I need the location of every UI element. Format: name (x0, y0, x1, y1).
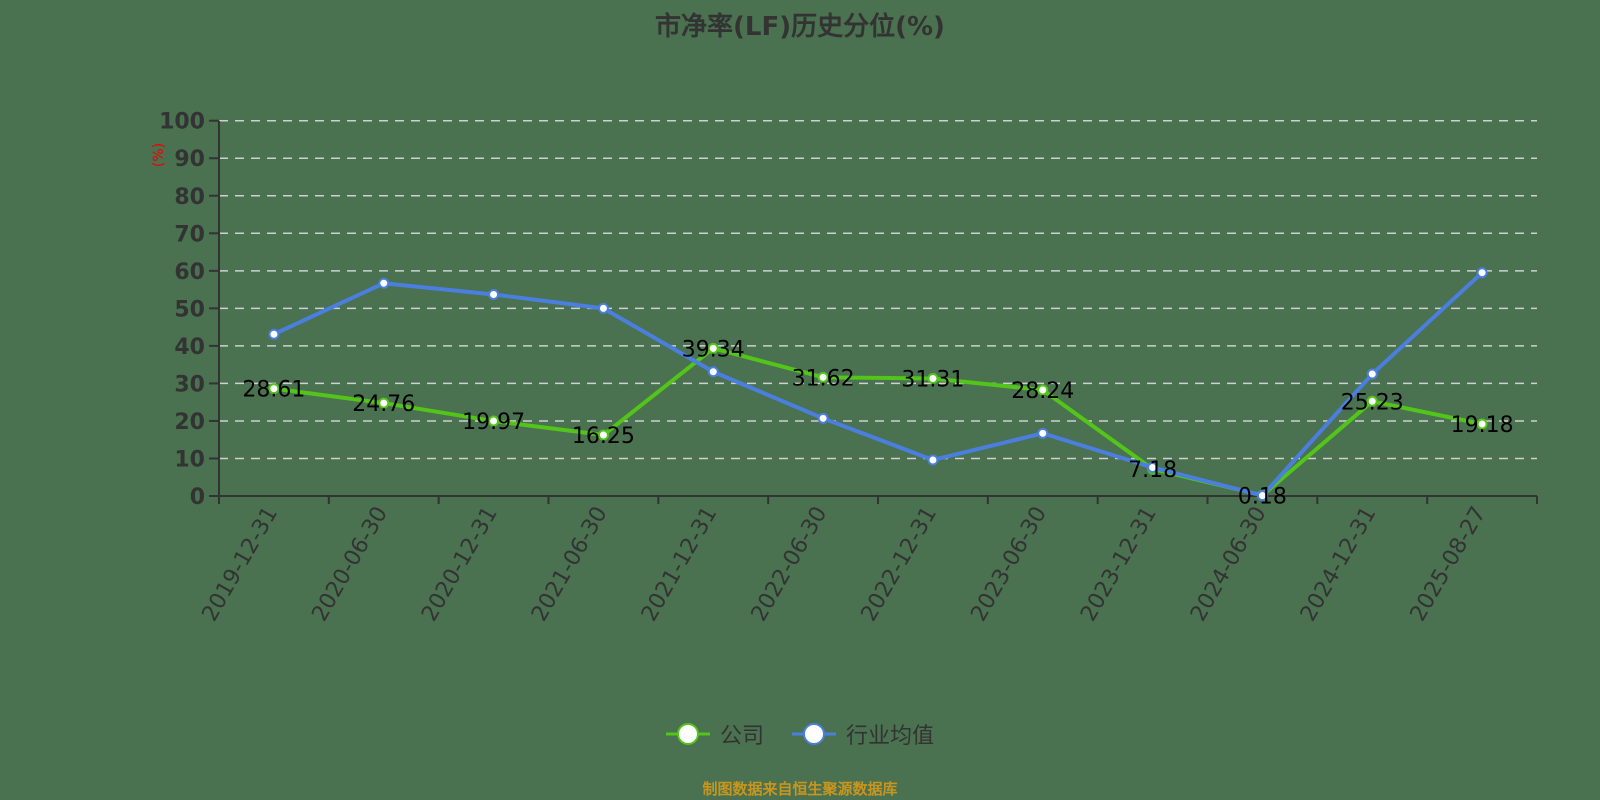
x-tick-label: 2021-06-30 (527, 503, 613, 626)
y-tick-label: 0 (190, 485, 205, 510)
y-tick-label: 60 (174, 260, 205, 285)
y-axis: 0 10 20 30 40 50 60 70 80 90 100 (%) (151, 110, 220, 510)
data-point[interactable] (817, 371, 829, 383)
data-label: 28.24 (1011, 379, 1074, 404)
x-tick-label: 2020-12-31 (417, 503, 503, 626)
source-note: 制图数据来自恒生聚源数据库 (702, 780, 898, 798)
x-tick-label: 2024-12-31 (1296, 503, 1382, 626)
data-label: 7.18 (1128, 458, 1177, 483)
legend: 公司 行业均值 (0, 718, 1600, 750)
y-tick-label: 70 (174, 222, 205, 247)
data-point[interactable] (378, 277, 390, 289)
x-tick-label: 2022-12-31 (857, 503, 943, 626)
data-point[interactable] (1037, 384, 1049, 396)
legend-marker-company-icon (665, 723, 710, 745)
y-tick-label: 30 (174, 372, 205, 397)
legend-item-company[interactable]: 公司 (665, 718, 764, 750)
data-label: 28.61 (242, 378, 305, 403)
y-tick-label: 50 (174, 297, 205, 322)
data-label: 31.62 (792, 366, 855, 391)
data-point[interactable] (1476, 418, 1488, 430)
data-label: 24.76 (352, 392, 415, 417)
x-tick-label: 2020-06-30 (307, 503, 393, 626)
data-point[interactable] (1366, 368, 1378, 380)
y-tick-label: 90 (174, 147, 205, 172)
data-label: 19.97 (462, 410, 525, 435)
data-label: 16.25 (572, 424, 635, 449)
data-point[interactable] (268, 383, 280, 395)
legend-item-industry-avg[interactable]: 行业均值 (792, 718, 934, 750)
x-tick-label: 2023-12-31 (1076, 503, 1162, 626)
data-point[interactable] (1147, 461, 1159, 473)
data-point[interactable] (817, 412, 829, 424)
x-tick-label: 2024-06-30 (1186, 503, 1272, 626)
legend-marker-industry-icon (792, 723, 836, 745)
x-tick-label: 2023-06-30 (966, 503, 1052, 626)
data-point[interactable] (707, 366, 719, 378)
data-point[interactable] (597, 302, 609, 314)
grid-lines (219, 119, 1537, 460)
data-label: 19.18 (1451, 413, 1514, 438)
y-tick-label: 100 (159, 110, 205, 135)
data-point[interactable] (1366, 395, 1378, 407)
x-tick-label: 2021-12-31 (637, 503, 723, 626)
chart-title: 市净率(LF)历史分位(%) (655, 12, 945, 42)
data-point[interactable] (268, 328, 280, 340)
series-line (273, 271, 1484, 498)
series-lines (268, 267, 1488, 502)
data-label: 0.18 (1238, 484, 1287, 509)
x-tick-label: 2019-12-31 (198, 503, 284, 626)
data-point[interactable] (597, 429, 609, 441)
data-point[interactable] (1476, 267, 1488, 279)
series-line (273, 346, 1483, 498)
data-point[interactable] (927, 454, 939, 466)
data-point[interactable] (1256, 490, 1268, 502)
y-tick-label: 40 (174, 335, 205, 360)
data-point[interactable] (488, 288, 500, 300)
x-tick-label: 2022-06-30 (747, 503, 833, 626)
data-point[interactable] (707, 342, 719, 354)
data-label: 31.31 (901, 367, 964, 392)
legend-label-industry-avg: 行业均值 (846, 724, 935, 749)
legend-label-company: 公司 (719, 724, 764, 749)
data-point[interactable] (1037, 427, 1049, 439)
data-label: 25.23 (1341, 390, 1404, 415)
data-labels: 28.61 24.76 19.97 16.25 39.34 31.62 31.31 28.24… (242, 337, 1513, 509)
y-tick-label: 20 (174, 410, 205, 435)
y-tick-label: 80 (174, 185, 205, 210)
x-axis: 2019-12-31 2020-06-30 2020-12-31 2021-06-30… (198, 495, 1538, 626)
x-tick-label: 2025-08-27 (1406, 503, 1492, 626)
data-point[interactable] (927, 372, 939, 384)
data-label: 39.34 (682, 337, 745, 362)
data-point[interactable] (378, 397, 390, 409)
y-axis-unit: (%) (151, 143, 167, 167)
y-tick-label: 10 (174, 447, 205, 472)
data-point[interactable] (488, 415, 500, 427)
